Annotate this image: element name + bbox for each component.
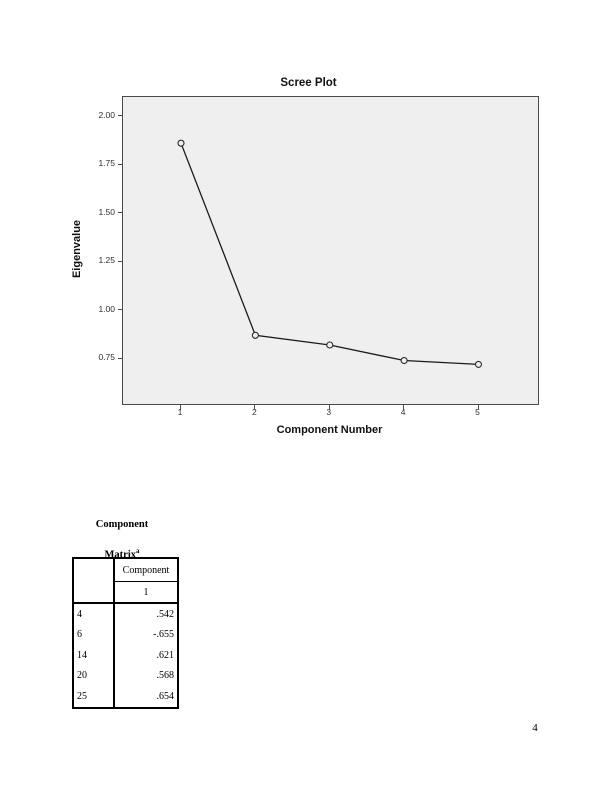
component-matrix-table: Component 1 4 .542 6 -.655 14 .621 — [72, 557, 179, 709]
table-row: 25 .654 — [73, 686, 178, 708]
y-tick-label: 1.25 — [98, 255, 115, 266]
x-tick-label: 1 — [177, 407, 183, 417]
row-value: .621 — [156, 649, 175, 661]
row-value: .542 — [156, 608, 175, 620]
chart-title: Scree Plot — [280, 77, 337, 89]
table-title-line2: Matrix — [104, 549, 137, 561]
y-tick-label: 1.75 — [98, 158, 115, 169]
row-label: 25 — [73, 686, 115, 708]
data-point-marker — [400, 356, 408, 365]
y-tick-mark — [118, 260, 123, 262]
table-header-row: Component — [73, 558, 178, 604]
row-label: 20 — [73, 665, 115, 686]
page-number: 4 — [532, 722, 538, 734]
x-axis-label: Component Number — [276, 424, 383, 436]
x-tick-label: 4 — [400, 407, 406, 417]
scree-line-plot — [177, 139, 483, 368]
y-tick-mark — [118, 357, 123, 359]
data-point-marker — [177, 139, 185, 147]
row-value: .568 — [156, 670, 175, 682]
row-value: .654 — [156, 690, 175, 702]
y-tick-mark — [118, 212, 123, 214]
row-label: 4 — [73, 603, 115, 625]
x-tick-mark — [180, 405, 181, 410]
plot-area — [122, 96, 539, 405]
table-subheader-row: 1 — [73, 581, 178, 604]
table-title-footnote-marker: a — [136, 547, 140, 555]
scree-line — [180, 142, 479, 366]
table-row: 6 -.655 — [73, 624, 178, 645]
data-point-marker — [474, 360, 483, 368]
x-tick-label: 3 — [326, 407, 332, 417]
x-tick-mark — [254, 405, 256, 410]
scree-plot-figure: Scree Plot Eigenvalue 2.00 1.75 1.50 1.25 1.… — [71, 77, 539, 436]
x-tick-mark — [477, 405, 479, 410]
x-tick-mark — [328, 405, 330, 410]
y-tick-label: 0.75 — [98, 352, 115, 363]
column-header-component: Component — [114, 558, 178, 582]
y-tick-mark — [118, 115, 123, 117]
table-title: Component Matrixa — [72, 512, 172, 569]
x-tick-label: 2 — [252, 407, 257, 417]
y-tick-mark — [118, 309, 123, 311]
y-tick-mark — [118, 163, 123, 165]
y-tick-label: 2.00 — [98, 109, 115, 120]
table-stub-cell — [73, 558, 115, 604]
table-row: 14 .621 — [73, 645, 178, 666]
data-point-marker — [251, 331, 259, 339]
y-tick-label: 1.00 — [98, 303, 115, 314]
x-tick-label: 5 — [475, 407, 480, 417]
data-point-marker — [326, 341, 334, 349]
y-tick-label: 1.50 — [98, 206, 115, 217]
table-row: 4 .542 — [73, 603, 178, 625]
x-tick-mark — [403, 405, 405, 410]
column-header-number: 1 — [114, 581, 178, 604]
table-title-line1: Component — [95, 519, 149, 530]
row-label: 14 — [73, 645, 115, 666]
row-label: 6 — [73, 624, 115, 645]
table-row: 20 .568 — [73, 665, 178, 686]
row-value: -.655 — [153, 629, 174, 641]
